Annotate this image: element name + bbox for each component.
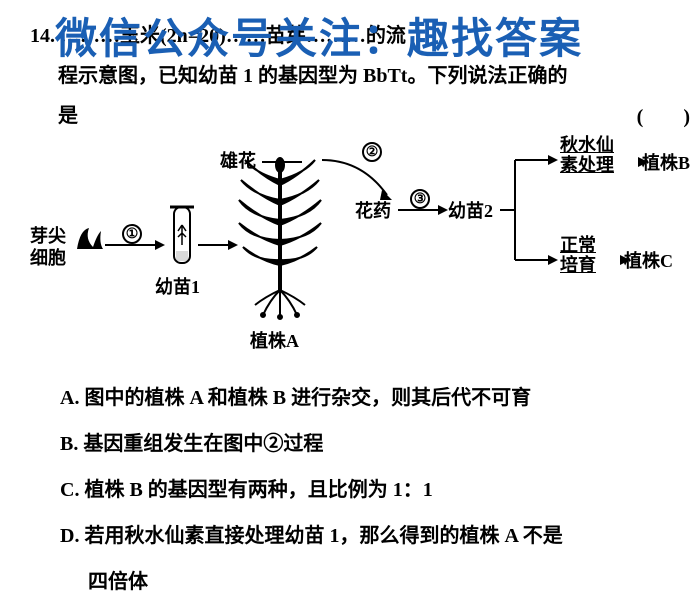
step-1-label: ① [122, 222, 142, 244]
question-number: 14. [30, 25, 55, 47]
answer-paren: ( ) [637, 100, 690, 129]
branch-lines [500, 150, 560, 270]
label-seedling2: 幼苗2 [448, 197, 493, 223]
options-block: A. 图中的植株 A 和植株 B 进行杂交，则其后代不可育 B. 基因重组发生在… [60, 375, 680, 605]
arrow-tube-plant [198, 235, 238, 255]
watermark-text: 微信公众号关注：趣找答案 [55, 5, 583, 66]
shoot-tip-icon [75, 225, 105, 251]
option-d-line1: D. 若用秋水仙素直接处理幼苗 1，那么得到的植株 A 不是 [60, 513, 680, 559]
step-2-label: ② [362, 140, 382, 162]
label-male-flower: 雄花 [220, 147, 256, 173]
step-3-label: ③ [410, 187, 430, 209]
line-male-flower [262, 157, 302, 167]
label-plantB: 植株B [642, 149, 690, 175]
question-line-3: 是 [58, 105, 78, 127]
test-tube-icon [168, 205, 198, 270]
plant-icon [235, 155, 325, 325]
label-seedling1: 幼苗1 [155, 273, 200, 299]
label-shoot-tip: 芽尖细胞 [30, 225, 66, 269]
option-c: C. 植株 B 的基因型有两种，且比例为 1：1 [60, 467, 680, 513]
label-normal: 正常培育 [560, 235, 596, 275]
flow-diagram: 芽尖细胞 ① 幼苗1 [40, 135, 670, 355]
option-b: B. 基因重组发生在图中②过程 [60, 421, 680, 467]
option-a: A. 图中的植株 A 和植株 B 进行杂交，则其后代不可育 [60, 375, 680, 421]
label-colchicine: 秋水仙素处理 [560, 135, 614, 175]
option-d-line2: 四倍体 [88, 559, 680, 605]
question-line-2: 程示意图，已知幼苗 1 的基因型为 BbTt。下列说法正确的 [58, 65, 567, 87]
label-plantC: 植株C [624, 247, 673, 273]
label-plantA: 植株A [250, 327, 299, 353]
label-anther: 花药 [355, 197, 391, 223]
